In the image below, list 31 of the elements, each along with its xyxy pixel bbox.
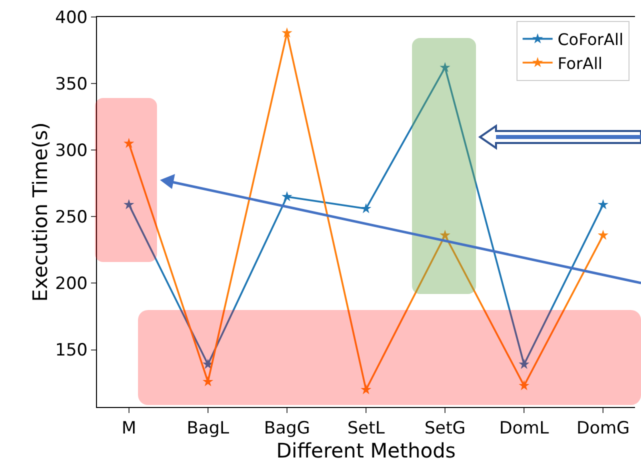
x-tick-label: M (122, 418, 136, 438)
x-tick-label: DomG (576, 418, 630, 438)
point (124, 138, 134, 148)
point (202, 376, 214, 386)
point (440, 62, 450, 72)
point (202, 358, 214, 369)
y-tick-label: 300 (55, 141, 88, 162)
point (518, 380, 530, 390)
point (282, 191, 292, 202)
point (124, 199, 134, 210)
x-tick-label: SetL (347, 418, 386, 438)
x-tick-label: BagL (186, 418, 230, 438)
legend-label: CoForAll (558, 30, 624, 50)
y-tick-label: 200 (55, 274, 88, 294)
x-tick-label: SetG (424, 418, 466, 438)
point (598, 199, 608, 210)
x-tick-label: DomL (499, 418, 550, 438)
x-axis-title: Different Methods (276, 438, 456, 462)
point (360, 203, 372, 214)
point (282, 27, 292, 38)
y-tick-label: 250 (55, 208, 88, 228)
y-tick-label: 400 (55, 8, 88, 28)
legend-label: ForAll (558, 54, 602, 73)
x-tick-label: BagG (264, 418, 310, 438)
point (518, 358, 530, 369)
point (360, 384, 372, 394)
point (440, 230, 450, 240)
y-axis-title: Execution Time(s) (28, 122, 52, 302)
y-tick-label: 350 (55, 74, 88, 94)
point (598, 230, 608, 240)
y-tick-label: 150 (55, 340, 88, 361)
